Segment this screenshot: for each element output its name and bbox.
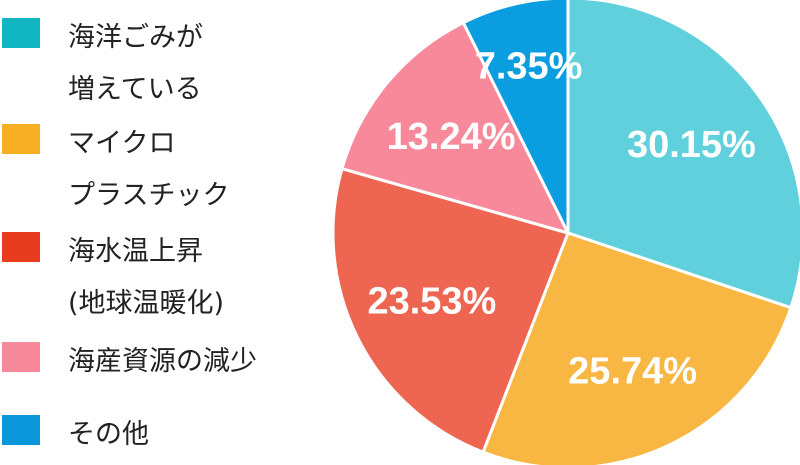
pie-slice-other <box>461 0 570 235</box>
pie-label-sea-temperature: 23.53% <box>367 281 496 323</box>
pie-label-other: 7.35% <box>475 46 583 88</box>
legend-swatch <box>2 18 40 48</box>
legend-label: 海水温上昇 (地球温暖化) <box>68 236 225 319</box>
legend-label: 海洋ごみが 増えている <box>68 22 203 105</box>
legend-swatch <box>2 232 40 262</box>
legend-swatch <box>2 415 40 445</box>
pie-slice-sea-temperature <box>331 167 570 454</box>
pie-slice-microplastic <box>481 231 793 465</box>
legend-swatch <box>2 342 40 372</box>
pie-label-marine-resources: 13.24% <box>387 116 516 158</box>
pie-slice-marine-debris <box>566 0 800 310</box>
legend-label: マイクロ プラスチック <box>68 128 230 211</box>
pie-slice-marine-resources <box>340 21 570 235</box>
pie-label-microplastic: 25.74% <box>568 351 697 393</box>
legend-label: 海産資源の減少 <box>68 346 257 377</box>
chart-legend: 海洋ごみが 増えている マイクロ プラスチック 海水温上昇 (地球温暖化) 海産… <box>0 0 330 465</box>
pie-label-marine-debris: 30.15% <box>627 124 756 166</box>
legend-swatch <box>2 124 40 154</box>
legend-label: その他 <box>68 419 149 450</box>
